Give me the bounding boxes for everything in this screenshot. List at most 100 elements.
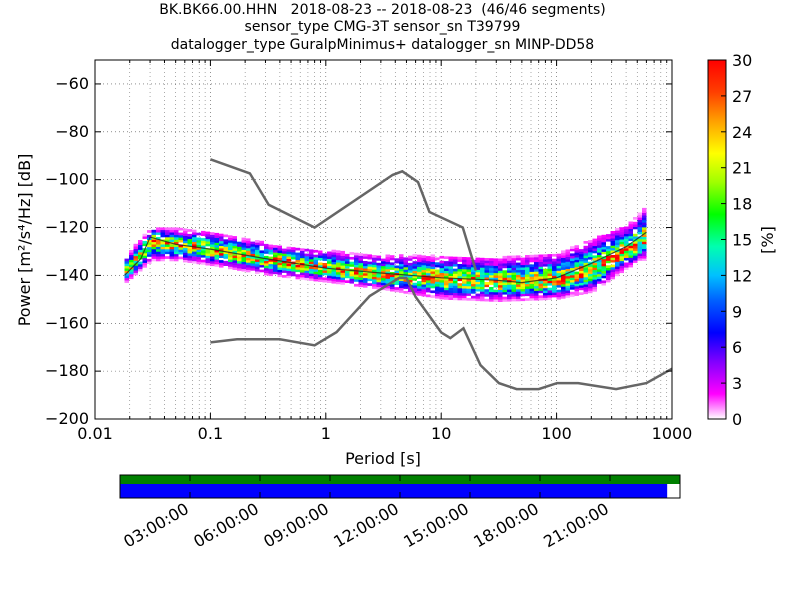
psd-cell xyxy=(624,264,629,268)
psd-cell xyxy=(561,284,566,287)
psd-cell xyxy=(565,295,570,298)
psd-cell xyxy=(480,274,485,278)
psd-cell xyxy=(570,255,575,259)
psd-cell xyxy=(583,241,588,244)
psd-cell xyxy=(246,245,251,249)
psd-cell xyxy=(192,229,197,233)
psd-cell xyxy=(255,259,260,262)
psd-cell xyxy=(336,279,341,282)
psd-cell xyxy=(138,256,143,260)
psd-cell xyxy=(534,297,539,301)
psd-cell xyxy=(390,257,395,261)
psd-cell xyxy=(619,260,624,264)
psd-cell xyxy=(232,236,237,239)
psd-cell xyxy=(340,262,345,266)
psd-cell xyxy=(399,280,404,284)
psd-cell xyxy=(399,285,404,289)
psd-cell xyxy=(210,261,215,264)
y-tick-label: −180 xyxy=(45,361,89,380)
psd-cell xyxy=(291,268,296,272)
psd-cell xyxy=(525,259,530,263)
psd-cell xyxy=(498,296,503,300)
psd-cell xyxy=(201,259,206,263)
psd-cell xyxy=(385,273,390,277)
psd-cell xyxy=(183,259,188,263)
psd-cell xyxy=(516,298,521,302)
psd-cell xyxy=(390,264,395,268)
psd-cell xyxy=(615,230,620,233)
psd-cell xyxy=(561,250,566,254)
psd-cell xyxy=(592,286,597,290)
psd-cell xyxy=(340,270,345,273)
psd-cell xyxy=(642,207,647,211)
psd-cell xyxy=(372,257,377,261)
psd-cell xyxy=(138,240,143,243)
psd-cell xyxy=(547,297,552,300)
psd-cell xyxy=(547,282,552,286)
psd-coverage xyxy=(120,484,668,498)
psd-cell xyxy=(201,252,206,256)
psd-cell xyxy=(192,258,197,262)
psd-cell xyxy=(309,278,314,281)
psd-cell xyxy=(232,238,237,242)
psd-cell xyxy=(601,242,606,245)
psd-cell xyxy=(588,261,593,265)
psd-cell xyxy=(570,272,575,276)
psd-cell xyxy=(624,250,629,254)
psd-cell xyxy=(583,245,588,249)
psd-cell xyxy=(547,261,552,264)
psd-cell xyxy=(556,270,561,274)
psd-cell xyxy=(340,250,345,254)
psd-cell xyxy=(507,286,512,290)
psd-cell xyxy=(511,277,516,280)
psd-cell xyxy=(385,288,390,291)
psd-cell xyxy=(583,277,588,280)
psd-cell xyxy=(507,270,512,273)
psd-cell xyxy=(169,256,174,259)
psd-cell xyxy=(421,284,426,287)
psd-cell xyxy=(610,276,615,280)
psd-cell xyxy=(358,262,363,266)
psd-cell xyxy=(417,257,422,260)
psd-cell xyxy=(624,262,629,266)
psd-cell xyxy=(174,253,179,257)
psd-cell xyxy=(588,247,593,250)
psd-cell xyxy=(331,249,336,253)
psd-cell xyxy=(255,240,260,243)
psd-cell xyxy=(349,261,354,265)
psd-cell xyxy=(448,263,453,267)
psd-cell xyxy=(529,276,534,280)
psd-cell xyxy=(579,277,584,281)
psd-cell xyxy=(435,291,440,294)
psd-cell xyxy=(237,241,242,245)
psd-cell xyxy=(363,261,368,264)
psd-cell xyxy=(606,267,611,271)
psd-cell xyxy=(304,270,309,274)
psd-cell xyxy=(165,232,170,235)
psd-cell xyxy=(516,284,521,287)
psd-cell xyxy=(606,248,611,252)
psd-cell xyxy=(228,266,233,270)
psd-cell xyxy=(309,273,314,277)
psd-cell xyxy=(430,295,435,298)
psd-cell xyxy=(250,244,255,247)
psd-cell xyxy=(637,241,642,244)
psd-cell xyxy=(426,282,431,286)
psd-cell xyxy=(309,275,314,279)
psd-cell xyxy=(583,260,588,263)
psd-cell xyxy=(246,257,251,261)
psd-cell xyxy=(556,289,561,293)
psd-cell xyxy=(552,277,557,281)
psd-cell xyxy=(223,256,228,259)
psd-cell xyxy=(205,258,210,261)
psd-cell xyxy=(192,234,197,238)
psd-cell xyxy=(237,260,242,264)
psd-cell xyxy=(219,236,224,239)
psd-cell xyxy=(570,294,575,297)
psd-cell xyxy=(196,261,201,265)
psd-cell xyxy=(430,280,435,284)
psd-cell xyxy=(597,240,602,243)
psd-cell xyxy=(435,274,440,277)
psd-cell xyxy=(642,212,647,216)
